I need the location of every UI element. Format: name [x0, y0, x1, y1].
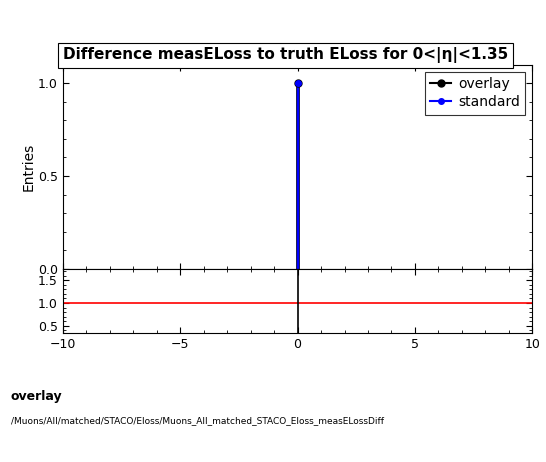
Text: /Muons/All/matched/STACO/Eloss/Muons_All_matched_STACO_Eloss_measELossDiff: /Muons/All/matched/STACO/Eloss/Muons_All… [11, 416, 384, 425]
Text: overlay: overlay [11, 390, 63, 403]
Text: Difference measELoss to truth ELoss for 0<|η|<1.35: Difference measELoss to truth ELoss for … [63, 47, 508, 63]
Legend: overlay, standard: overlay, standard [425, 72, 525, 115]
Y-axis label: Entries: Entries [21, 143, 35, 191]
